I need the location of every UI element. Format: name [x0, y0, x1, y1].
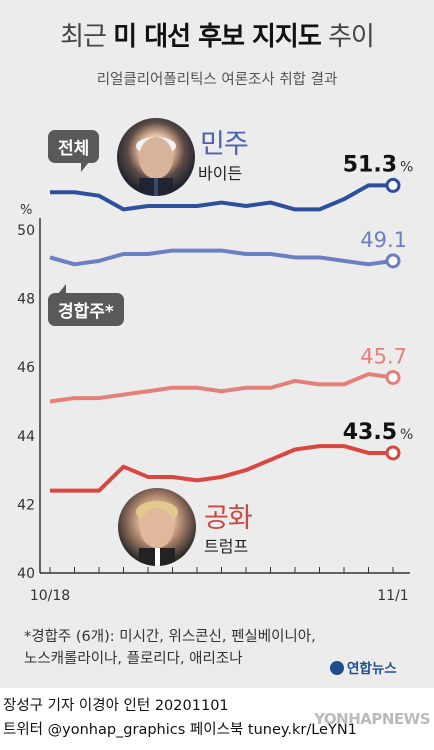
- x-tick-label: 11/1: [377, 588, 408, 604]
- y-tick-label: 42: [17, 497, 35, 513]
- series-end-unit-3: %: [400, 427, 413, 443]
- footnote-line-2: 노스캐롤라이나, 플로리다, 애리조나: [24, 651, 243, 667]
- series-end-label-3: 43.5: [343, 420, 397, 445]
- x-tick-label: 10/18: [30, 588, 70, 604]
- series-end-label-0: 51.3: [343, 152, 397, 177]
- tag-overall: 전체: [48, 130, 100, 172]
- series-line-0: [50, 183, 393, 212]
- rep-party-label: 공화: [204, 503, 253, 534]
- biden-portrait-icon: [136, 137, 176, 196]
- series-end-marker-0: [385, 177, 401, 193]
- trump-name: 트럼프: [204, 537, 249, 556]
- series-line-3: [50, 444, 393, 493]
- page-title: 최근 미 대선 후보 지지도 추이: [60, 22, 375, 52]
- footnote-line-1: *경합주 (6개): 미시간, 위스콘신, 펜실베이니아,: [24, 629, 316, 645]
- trump-portrait: [118, 488, 196, 566]
- biden-name: 바이든: [198, 164, 243, 183]
- y-tick-label: 46: [17, 360, 35, 376]
- series-end-label-2: 45.7: [360, 344, 407, 368]
- trump-portrait-icon: [136, 501, 178, 566]
- series-line-2: [49, 372, 394, 404]
- page-subtitle: 리얼클리어폴리틱스 여론조사 취합 결과: [96, 72, 338, 88]
- yonhap-logo: 연합뉴스: [330, 657, 397, 677]
- dem-party-label: 민주: [200, 129, 249, 160]
- y-axis-unit-label: %: [20, 203, 32, 218]
- y-tick-label: 50: [17, 223, 35, 239]
- credit-line-2: 트위터 @yonhap_graphics 페이스북 tuney.kr/LeYN1: [3, 722, 357, 738]
- line-chart: 40 42 44 46 48 50% 10/18 11/1 51.3 % 49.1 45.7 43.5%: [17, 152, 413, 604]
- watermark: YONHAPNEWS: [314, 710, 430, 728]
- footnote: *경합주 (6개): 미시간, 위스콘신, 펜실베이니아, 노스캐롤라이나, 플…: [24, 626, 316, 670]
- series-end-unit-0: %: [400, 159, 413, 175]
- series-line-1: [49, 248, 394, 267]
- y-tick-label: 44: [17, 429, 35, 445]
- series-end-label-1: 49.1: [360, 228, 407, 252]
- y-tick-label: 48: [17, 292, 35, 308]
- infographic-card: 최근 미 대선 후보 지지도 추이 리얼클리어폴리틱스 여론조사 취합 결과 4…: [0, 0, 434, 688]
- yonhap-logo-icon: [330, 661, 344, 675]
- tag-swing-states: 경합주*: [48, 284, 124, 326]
- series-end-marker-2: [385, 369, 401, 385]
- series-end-marker-1: [385, 253, 401, 269]
- y-tick-label: 40: [17, 566, 35, 582]
- biden-portrait: [117, 118, 195, 196]
- series-end-marker-3: [385, 445, 401, 461]
- credit-line-1: 장성구 기자 이경아 인턴 20201101: [3, 698, 229, 714]
